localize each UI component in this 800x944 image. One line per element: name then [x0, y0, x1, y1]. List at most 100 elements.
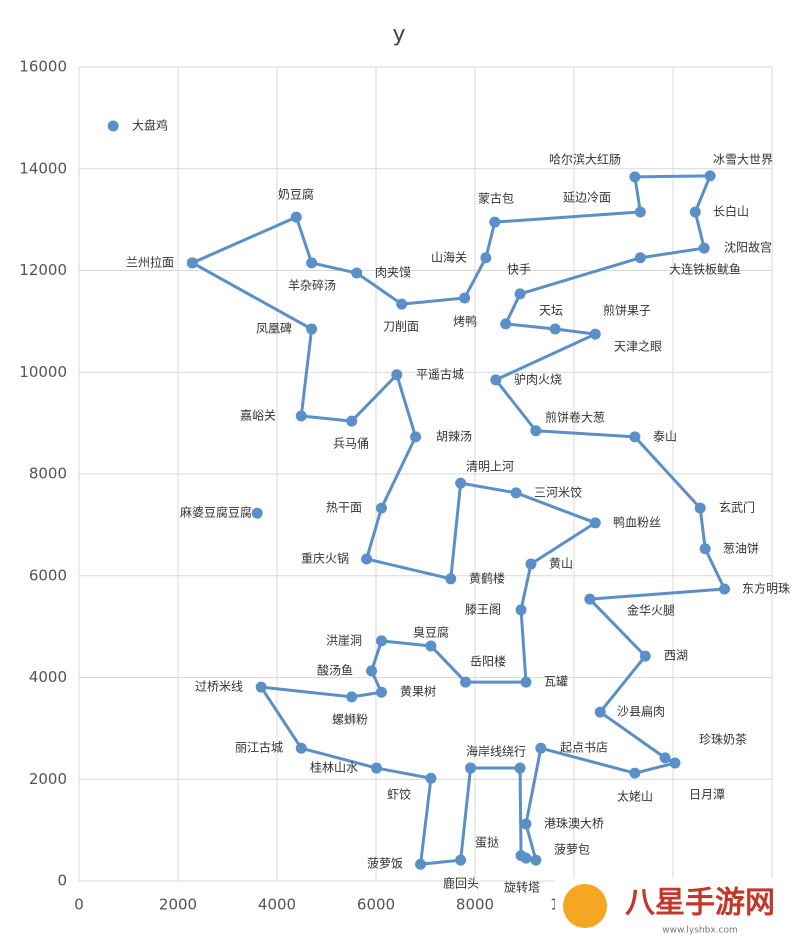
- point-label: 洪崖洞: [326, 634, 362, 648]
- point: [490, 374, 502, 386]
- point: [255, 681, 267, 693]
- point: [629, 431, 641, 443]
- point-label: 清明上河: [466, 460, 514, 474]
- point-label: 葱油饼: [723, 542, 759, 556]
- point-label: 麻婆豆腐豆腐: [180, 505, 252, 520]
- point: [634, 252, 646, 264]
- point-label: 玄武门: [719, 500, 755, 515]
- point: [515, 604, 527, 616]
- point: [425, 772, 437, 784]
- point: [465, 762, 477, 774]
- point-label: 旋转塔: [504, 880, 540, 895]
- point-label: 黄鹤楼: [469, 571, 505, 586]
- point: [410, 431, 422, 443]
- point-label: 金华火腿: [627, 603, 675, 618]
- point: [375, 502, 387, 514]
- point: [290, 211, 302, 223]
- point-label: 沈阳故宫: [724, 240, 772, 255]
- point: [346, 415, 358, 427]
- y-tick-label: 4000: [29, 668, 67, 686]
- point: [514, 762, 526, 774]
- point: [480, 252, 492, 264]
- point: [366, 665, 378, 677]
- point-label: 港珠澳大桥: [544, 817, 604, 831]
- y-tick-label: 12000: [19, 261, 67, 279]
- x-tick-label: 2000: [159, 896, 197, 914]
- point-label: 嘉峪关: [240, 409, 276, 423]
- point: [455, 477, 467, 489]
- point-label: 山海关: [431, 250, 467, 265]
- point-label: 煎饼果子: [603, 303, 651, 318]
- watermark-logo: [563, 884, 607, 928]
- point: [346, 691, 358, 703]
- point-label: 平遥古城: [416, 367, 464, 382]
- point: [455, 854, 467, 866]
- y-tick-label: 10000: [19, 363, 67, 381]
- point: [520, 676, 532, 688]
- point: [425, 640, 437, 652]
- point-label: 丽江古城: [235, 740, 283, 755]
- point-label: 菠萝包: [554, 843, 590, 857]
- point: [689, 206, 701, 218]
- point-label: 虾饺: [387, 787, 411, 802]
- point-label: 肉夹馍: [375, 266, 411, 280]
- point: [251, 507, 263, 519]
- point-label: 过桥米线: [195, 680, 243, 694]
- point-label: 热干面: [326, 501, 362, 515]
- point: [489, 216, 501, 228]
- point: [186, 257, 198, 269]
- point-label: 延边冷面: [563, 191, 611, 205]
- series-line: [191, 174, 726, 866]
- point-label: 奶豆腐: [278, 187, 314, 202]
- point-label: 驴肉火烧: [514, 372, 562, 387]
- point: [520, 818, 532, 830]
- point: [306, 257, 318, 269]
- point: [659, 752, 671, 764]
- point-label: 凤凰碑: [256, 321, 292, 336]
- point-label: 重庆火锅: [301, 551, 349, 566]
- y-tick-label: 8000: [29, 465, 67, 483]
- point-label: 日月潭: [689, 788, 725, 802]
- point: [445, 573, 457, 585]
- point: [629, 767, 641, 779]
- point-label: 珍珠奶茶: [699, 732, 747, 747]
- point: [361, 553, 373, 565]
- point-label: 兵马俑: [333, 436, 369, 451]
- point: [634, 206, 646, 218]
- point-label: 滕王阁: [465, 602, 501, 617]
- point: [699, 543, 711, 555]
- point: [391, 369, 403, 381]
- y-tick-label: 0: [57, 872, 67, 890]
- x-tick-label: 8000: [456, 896, 494, 914]
- point: [295, 742, 307, 754]
- y-tick-label: 6000: [29, 566, 67, 584]
- point: [639, 650, 651, 662]
- point: [589, 328, 601, 340]
- y-tick-label: 2000: [29, 770, 67, 788]
- point-label: 快手: [507, 263, 531, 277]
- y-tick-label: 16000: [19, 58, 67, 76]
- point: [589, 517, 601, 529]
- watermark: 八星手游网 www.lyshbx.com: [555, 878, 800, 940]
- point-label: 兰州拉面: [126, 255, 174, 270]
- point: [295, 410, 307, 422]
- point: [718, 583, 730, 595]
- point: [375, 686, 387, 698]
- point-label: 黄果树: [400, 684, 436, 699]
- point-label: 大盘鸡: [132, 118, 168, 133]
- point-label: 菠萝饭: [367, 857, 403, 871]
- chart-title: y: [392, 22, 405, 47]
- point: [549, 323, 561, 335]
- point: [460, 676, 472, 688]
- point-label: 西湖: [664, 648, 688, 663]
- point-label: 刀削面: [383, 320, 419, 334]
- watermark-url: www.lyshbx.com: [662, 926, 737, 936]
- point: [535, 742, 547, 754]
- point: [698, 242, 710, 254]
- point: [530, 425, 542, 437]
- point: [375, 635, 387, 647]
- point: [415, 858, 427, 870]
- point: [500, 318, 512, 330]
- point-label: 冰雪大世界: [713, 153, 773, 167]
- point-label: 天坛: [539, 304, 563, 318]
